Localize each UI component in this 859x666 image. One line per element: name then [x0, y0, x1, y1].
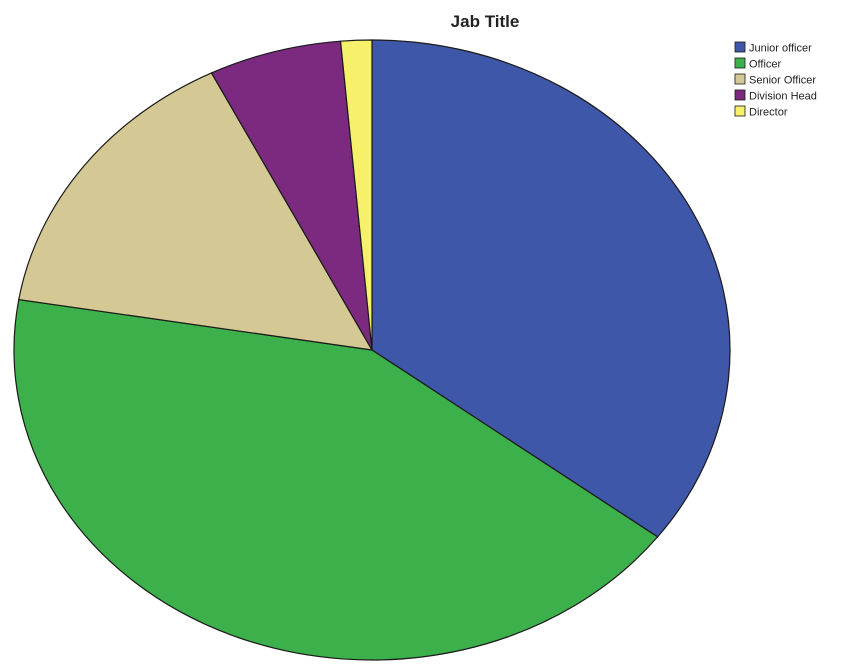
- legend-item: Senior Officer: [734, 73, 816, 87]
- legend-item: Junior officer: [734, 41, 812, 55]
- legend-label: Division Head: [749, 91, 817, 103]
- pie-slice-director: [339, 39, 373, 351]
- legend-swatch: [734, 89, 746, 101]
- legend-item: Division Head: [734, 89, 817, 103]
- legend-swatch: [734, 105, 746, 117]
- pie-slice-senior-officer: [18, 72, 374, 351]
- pie-slice-division-head: [210, 40, 373, 351]
- legend: Junior officer Officer Senior Officer Divis…: [734, 41, 817, 119]
- pie-slice-officer: [13, 298, 659, 661]
- pie-slices: [13, 39, 731, 661]
- legend-item: Officer: [734, 57, 782, 71]
- legend-label: Officer: [749, 59, 782, 71]
- legend-label: Junior officer: [749, 43, 812, 55]
- legend-swatch: [734, 73, 746, 85]
- legend-label: Senior Officer: [749, 75, 816, 87]
- legend-swatch: [734, 57, 746, 69]
- legend-label: Director: [749, 107, 788, 119]
- chart-title: Jab Title: [451, 12, 520, 31]
- legend-swatch: [734, 41, 746, 53]
- pie-slice-junior-officer: [371, 39, 731, 538]
- legend-item: Director: [734, 105, 788, 119]
